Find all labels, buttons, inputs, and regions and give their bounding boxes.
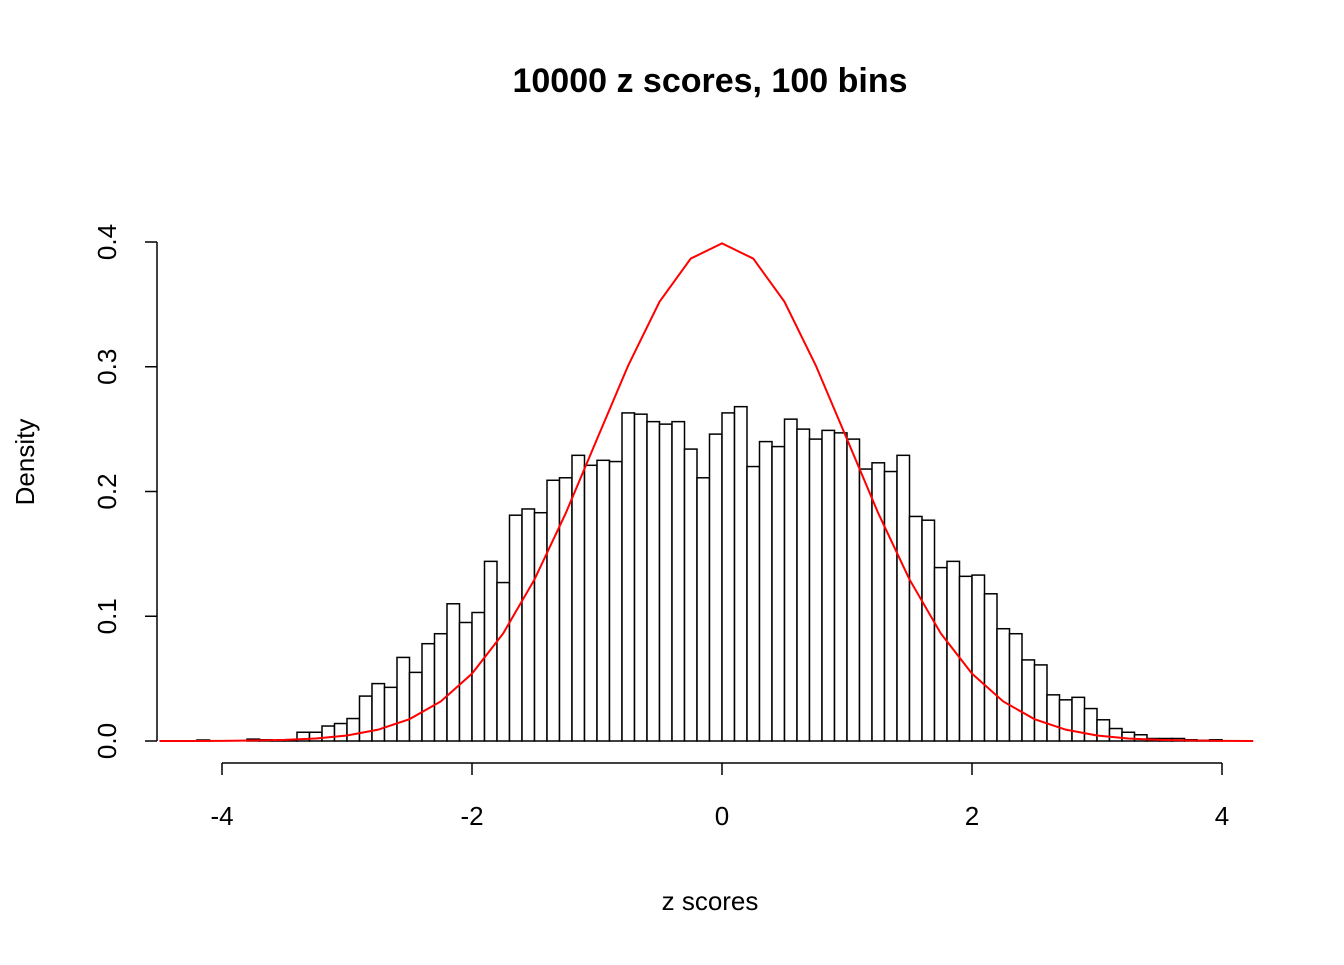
bar <box>408 671 423 742</box>
bar <box>421 642 436 742</box>
bar <box>883 470 898 742</box>
bar <box>846 438 861 742</box>
bar <box>708 433 723 742</box>
bar <box>371 682 386 742</box>
bar <box>808 438 823 742</box>
bar <box>646 420 661 742</box>
bar <box>496 581 511 742</box>
bar <box>471 611 486 742</box>
bar <box>333 722 348 742</box>
x-axis-label: z scores <box>662 886 759 916</box>
bar <box>533 511 548 742</box>
bar <box>508 514 523 742</box>
y-tick-label: 0.4 <box>92 224 122 260</box>
bar <box>671 420 686 742</box>
bar <box>1046 694 1061 742</box>
bar <box>746 465 761 742</box>
bar <box>733 405 748 742</box>
bar <box>721 412 736 742</box>
bar <box>546 479 561 742</box>
bar <box>433 632 448 742</box>
bar <box>771 445 786 742</box>
bar <box>458 621 473 742</box>
bar <box>346 717 361 742</box>
bar <box>908 515 923 742</box>
bar <box>683 448 698 742</box>
bar <box>521 508 536 742</box>
bar <box>583 464 598 742</box>
bar <box>858 468 873 742</box>
bar <box>558 477 573 742</box>
y-axis-label: Density <box>10 419 40 506</box>
bar <box>783 418 798 742</box>
bar <box>1096 719 1111 742</box>
bar <box>996 627 1011 742</box>
bar <box>571 454 586 742</box>
bar <box>633 413 648 742</box>
bar <box>1033 664 1048 742</box>
bar <box>396 656 411 742</box>
bar <box>658 423 673 742</box>
bar <box>946 560 961 742</box>
x-tick-label: 2 <box>965 801 979 831</box>
bar <box>608 460 623 742</box>
bar <box>696 477 711 742</box>
x-tick-label: 0 <box>715 801 729 831</box>
bar <box>983 593 998 742</box>
bar <box>1058 699 1073 742</box>
y-tick-label: 0.1 <box>92 598 122 634</box>
bar <box>1021 659 1036 742</box>
bar <box>1008 632 1023 742</box>
bar <box>621 412 636 742</box>
y-tick-label: 0.2 <box>92 473 122 509</box>
bar <box>833 432 848 742</box>
density-curve <box>159 242 1254 742</box>
bar <box>358 695 373 742</box>
bar <box>933 566 948 742</box>
bar <box>896 454 911 742</box>
bar <box>821 429 836 742</box>
bar <box>971 574 986 742</box>
bar <box>921 519 936 742</box>
x-tick-label: 4 <box>1215 801 1229 831</box>
y-tick-label: 0.0 <box>92 723 122 759</box>
bar <box>796 428 811 742</box>
x-tick-label: -2 <box>460 801 483 831</box>
bar <box>483 560 498 742</box>
chart-title: 10000 z scores, 100 bins <box>512 62 907 100</box>
x-tick-label: -4 <box>210 801 233 831</box>
y-tick-label: 0.3 <box>92 349 122 385</box>
bar <box>383 686 398 742</box>
bar <box>1108 727 1123 742</box>
bar <box>596 459 611 742</box>
bar <box>1071 696 1086 742</box>
bar <box>321 725 336 742</box>
bar <box>446 603 461 742</box>
bar <box>758 440 773 742</box>
